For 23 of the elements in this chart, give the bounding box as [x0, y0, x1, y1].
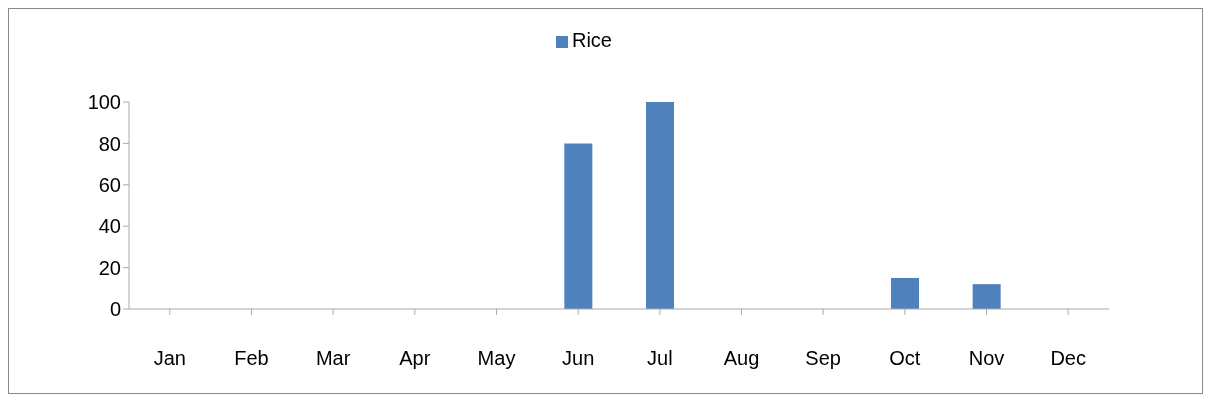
x-tick-label: Nov [968, 347, 1005, 370]
y-tick-label: 40 [98, 215, 121, 238]
y-tick-label: 100 [87, 91, 121, 114]
bar [891, 277, 919, 309]
x-tick-label: Dec [1050, 347, 1086, 370]
x-tick-label: Mar [315, 347, 351, 370]
x-tick-label: Sep [805, 347, 841, 370]
y-tick-label: 80 [98, 132, 121, 155]
x-tick-label: May [477, 347, 516, 370]
x-tick-label: Apr [399, 347, 431, 370]
bar [564, 143, 593, 309]
x-tick-label: Feb [234, 347, 269, 370]
x-tick-label: Jun [562, 347, 595, 370]
y-tick-label: 20 [98, 256, 121, 279]
x-tick-label: Aug [723, 347, 760, 370]
y-tick-label: 60 [98, 173, 121, 196]
x-tick-label: Jan [153, 347, 186, 370]
x-tick-label: Oct [889, 347, 921, 370]
y-tick-label: 0 [109, 298, 121, 321]
bar [646, 102, 674, 309]
x-tick-label: Jul [647, 347, 673, 370]
legend-label: Rice [571, 29, 612, 51]
bar [972, 284, 1001, 309]
